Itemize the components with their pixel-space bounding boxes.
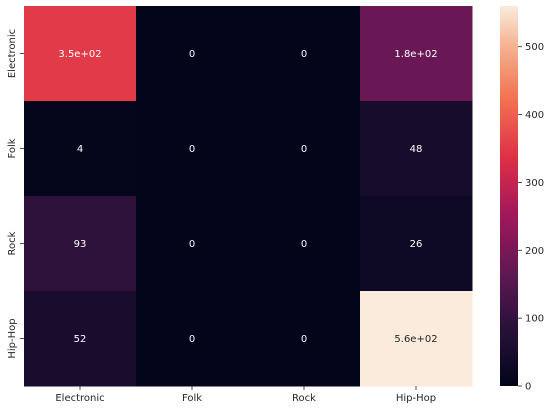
cell-annotation: 0: [301, 144, 307, 155]
cell-annotation: 48: [410, 144, 423, 155]
heatmap-cell: [248, 6, 361, 102]
colorbar-tick-label: 200: [525, 246, 544, 257]
cell-annotation: 0: [189, 239, 195, 250]
y-tick-label: Electronic: [7, 29, 18, 78]
heatmap-annotations: 3.5e+02 0 0 1.8e+02 4 0 0 48 93 0 0 26 52 0 0 5.6e+02: [58, 49, 437, 345]
heatmap-cell: [360, 6, 473, 102]
x-tick-label: Hip-Hop: [396, 393, 436, 404]
heatmap-cell: [360, 196, 473, 292]
cell-annotation: 93: [74, 239, 87, 250]
x-tick-label: Folk: [182, 393, 202, 404]
colorbar-gradient: [500, 6, 518, 386]
cell-annotation: 0: [189, 49, 195, 60]
y-tick-label: Hip-Hop: [7, 318, 18, 358]
heatmap-cell: [24, 101, 137, 197]
heatmap-cell: [136, 196, 249, 292]
heatmap-cell: [136, 6, 249, 102]
y-tick-label: Rock: [7, 231, 18, 255]
y-tick-label: Folk: [7, 138, 18, 158]
heatmap-cell: [136, 291, 249, 387]
heatmap-cell: [360, 291, 473, 387]
x-tick-label: Electronic: [55, 393, 104, 404]
heatmap-cell: [248, 101, 361, 197]
cell-annotation: 5.6e+02: [394, 334, 437, 345]
colorbar-tick-label: 300: [525, 178, 544, 189]
cell-annotation: 0: [301, 334, 307, 345]
cell-annotation: 0: [189, 334, 195, 345]
colorbar-tick-label: 400: [525, 110, 544, 121]
heatmap-cell: [248, 196, 361, 292]
colorbar-tick-label: 100: [525, 314, 544, 325]
heatmap-cell: [360, 101, 473, 197]
cell-annotation: 4: [77, 144, 83, 155]
cell-annotation: 1.8e+02: [394, 49, 437, 60]
heatmap-cell: [248, 291, 361, 387]
colorbar-tick-label: 500: [525, 42, 544, 53]
heatmap-cell: [24, 196, 137, 292]
heatmap-cell: [24, 6, 137, 102]
colorbar: 0 100 200 300 400 500: [500, 6, 544, 393]
cell-annotation: 0: [189, 144, 195, 155]
x-tick-label: Rock: [292, 393, 316, 404]
cell-annotation: 52: [74, 334, 87, 345]
heatmap-cell: [136, 101, 249, 197]
cell-annotation: 26: [410, 239, 423, 250]
cell-annotation: 0: [301, 239, 307, 250]
heatmap-cell: [24, 291, 137, 387]
cell-annotation: 0: [301, 49, 307, 60]
heatmap-cells: [24, 6, 473, 387]
cell-annotation: 3.5e+02: [58, 49, 101, 60]
colorbar-tick-label: 0: [525, 382, 531, 393]
x-axis: Electronic Folk Rock Hip-Hop: [55, 386, 436, 404]
y-axis: Electronic Folk Rock Hip-Hop: [7, 29, 24, 359]
